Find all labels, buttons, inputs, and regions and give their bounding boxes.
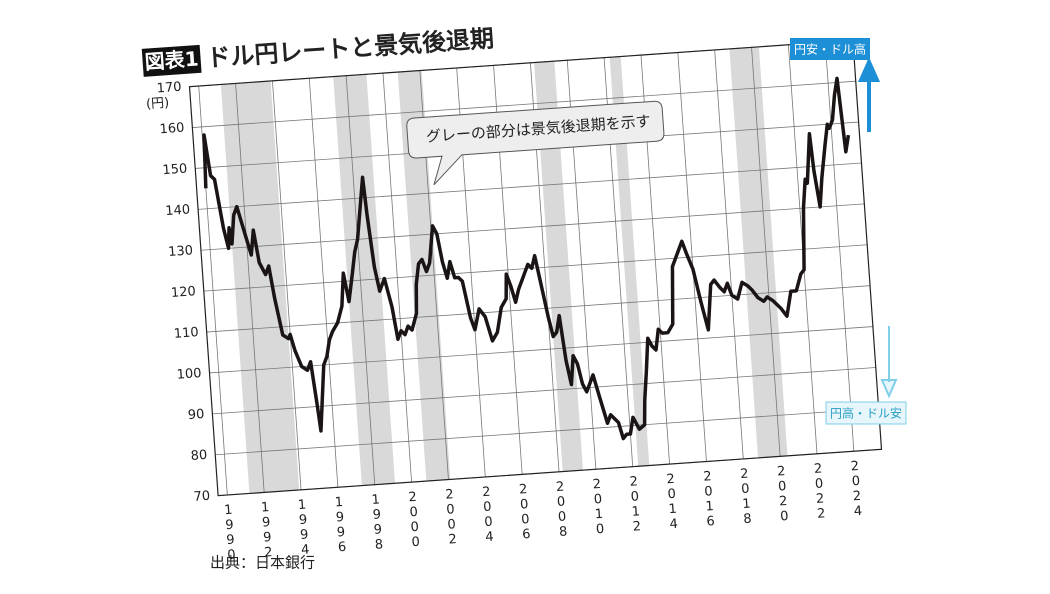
grid-line [192, 80, 856, 128]
down-label: 円高・ドル安 [830, 406, 902, 421]
y-unit: (円) [146, 96, 170, 113]
grid-line [203, 244, 868, 292]
x-tick-label: 2020 [773, 464, 792, 525]
y-tick-label: 120 [171, 284, 197, 301]
title-badge-bg [141, 44, 202, 77]
x-tick-label: 2014 [663, 472, 682, 533]
source: 出典：日本銀行 [210, 554, 315, 572]
down-arrow [880, 326, 898, 399]
grid-line [200, 203, 865, 251]
grid-line [272, 80, 302, 490]
x-tick-label: 2010 [589, 477, 608, 538]
grid-line [382, 73, 412, 483]
y-tick-label: 90 [187, 407, 205, 423]
grid-line [751, 47, 781, 457]
x-tick-label: 2012 [626, 474, 645, 535]
up-label: 円安・ドル高 [794, 42, 866, 57]
x-tick-label: 2004 [478, 484, 497, 545]
x-tick-label: 2016 [700, 469, 719, 530]
grid-line [345, 75, 376, 485]
grid-line [215, 407, 879, 456]
x-tick-label: 1996 [331, 495, 350, 556]
plot-frame [188, 39, 883, 497]
grid-line [714, 49, 744, 459]
grid-line [677, 52, 707, 462]
x-tick-label: 2024 [847, 459, 866, 520]
y-tick-label: 70 [193, 489, 211, 505]
grid-line [209, 326, 873, 374]
y-tick-label: 130 [168, 243, 194, 260]
y-tick-label: 140 [165, 202, 191, 219]
x-tick-label: 2006 [515, 482, 534, 543]
grid-line [206, 285, 871, 333]
x-tick-label: 1998 [368, 492, 387, 553]
grid-line [198, 162, 862, 210]
y-tick-label: 110 [173, 325, 199, 342]
line-series [202, 76, 851, 441]
chart-title: ドル円レートと景気後退期 [206, 24, 495, 72]
y-tick-label: 80 [190, 448, 208, 464]
x-tick-label: 2022 [810, 461, 829, 522]
plot: 70 80 90 100 110 120 130 140 150 160 170 1990 1992 19… [156, 39, 883, 563]
down-label-bg [825, 401, 907, 425]
y-tick-label: 170 [156, 80, 182, 97]
y-tick-label: 150 [162, 162, 188, 179]
callout-box [406, 100, 665, 186]
grid-line [235, 83, 265, 493]
chart-body: 図表1 ドル円レートと景気後退期 (円) 70 80 90 100 110 120 130 1… [141, 24, 883, 563]
x-tick-label: 1990 [220, 502, 239, 563]
grid-line [308, 78, 339, 488]
x-tick-label: 2002 [442, 487, 461, 548]
y-tick-label: 160 [159, 121, 185, 138]
x-tick-label: 2008 [552, 479, 571, 540]
x-tick-label: 2018 [736, 466, 755, 527]
grid-line [824, 42, 855, 452]
y-tick-label: 100 [176, 366, 202, 383]
up-arrow [857, 57, 881, 132]
x-tick-label: 1994 [294, 497, 313, 558]
up-label-bg [790, 38, 870, 60]
x-tick-label: 1992 [257, 500, 276, 561]
x-tick-label: 2000 [405, 490, 424, 551]
title-badge: 図表1 [144, 46, 199, 74]
